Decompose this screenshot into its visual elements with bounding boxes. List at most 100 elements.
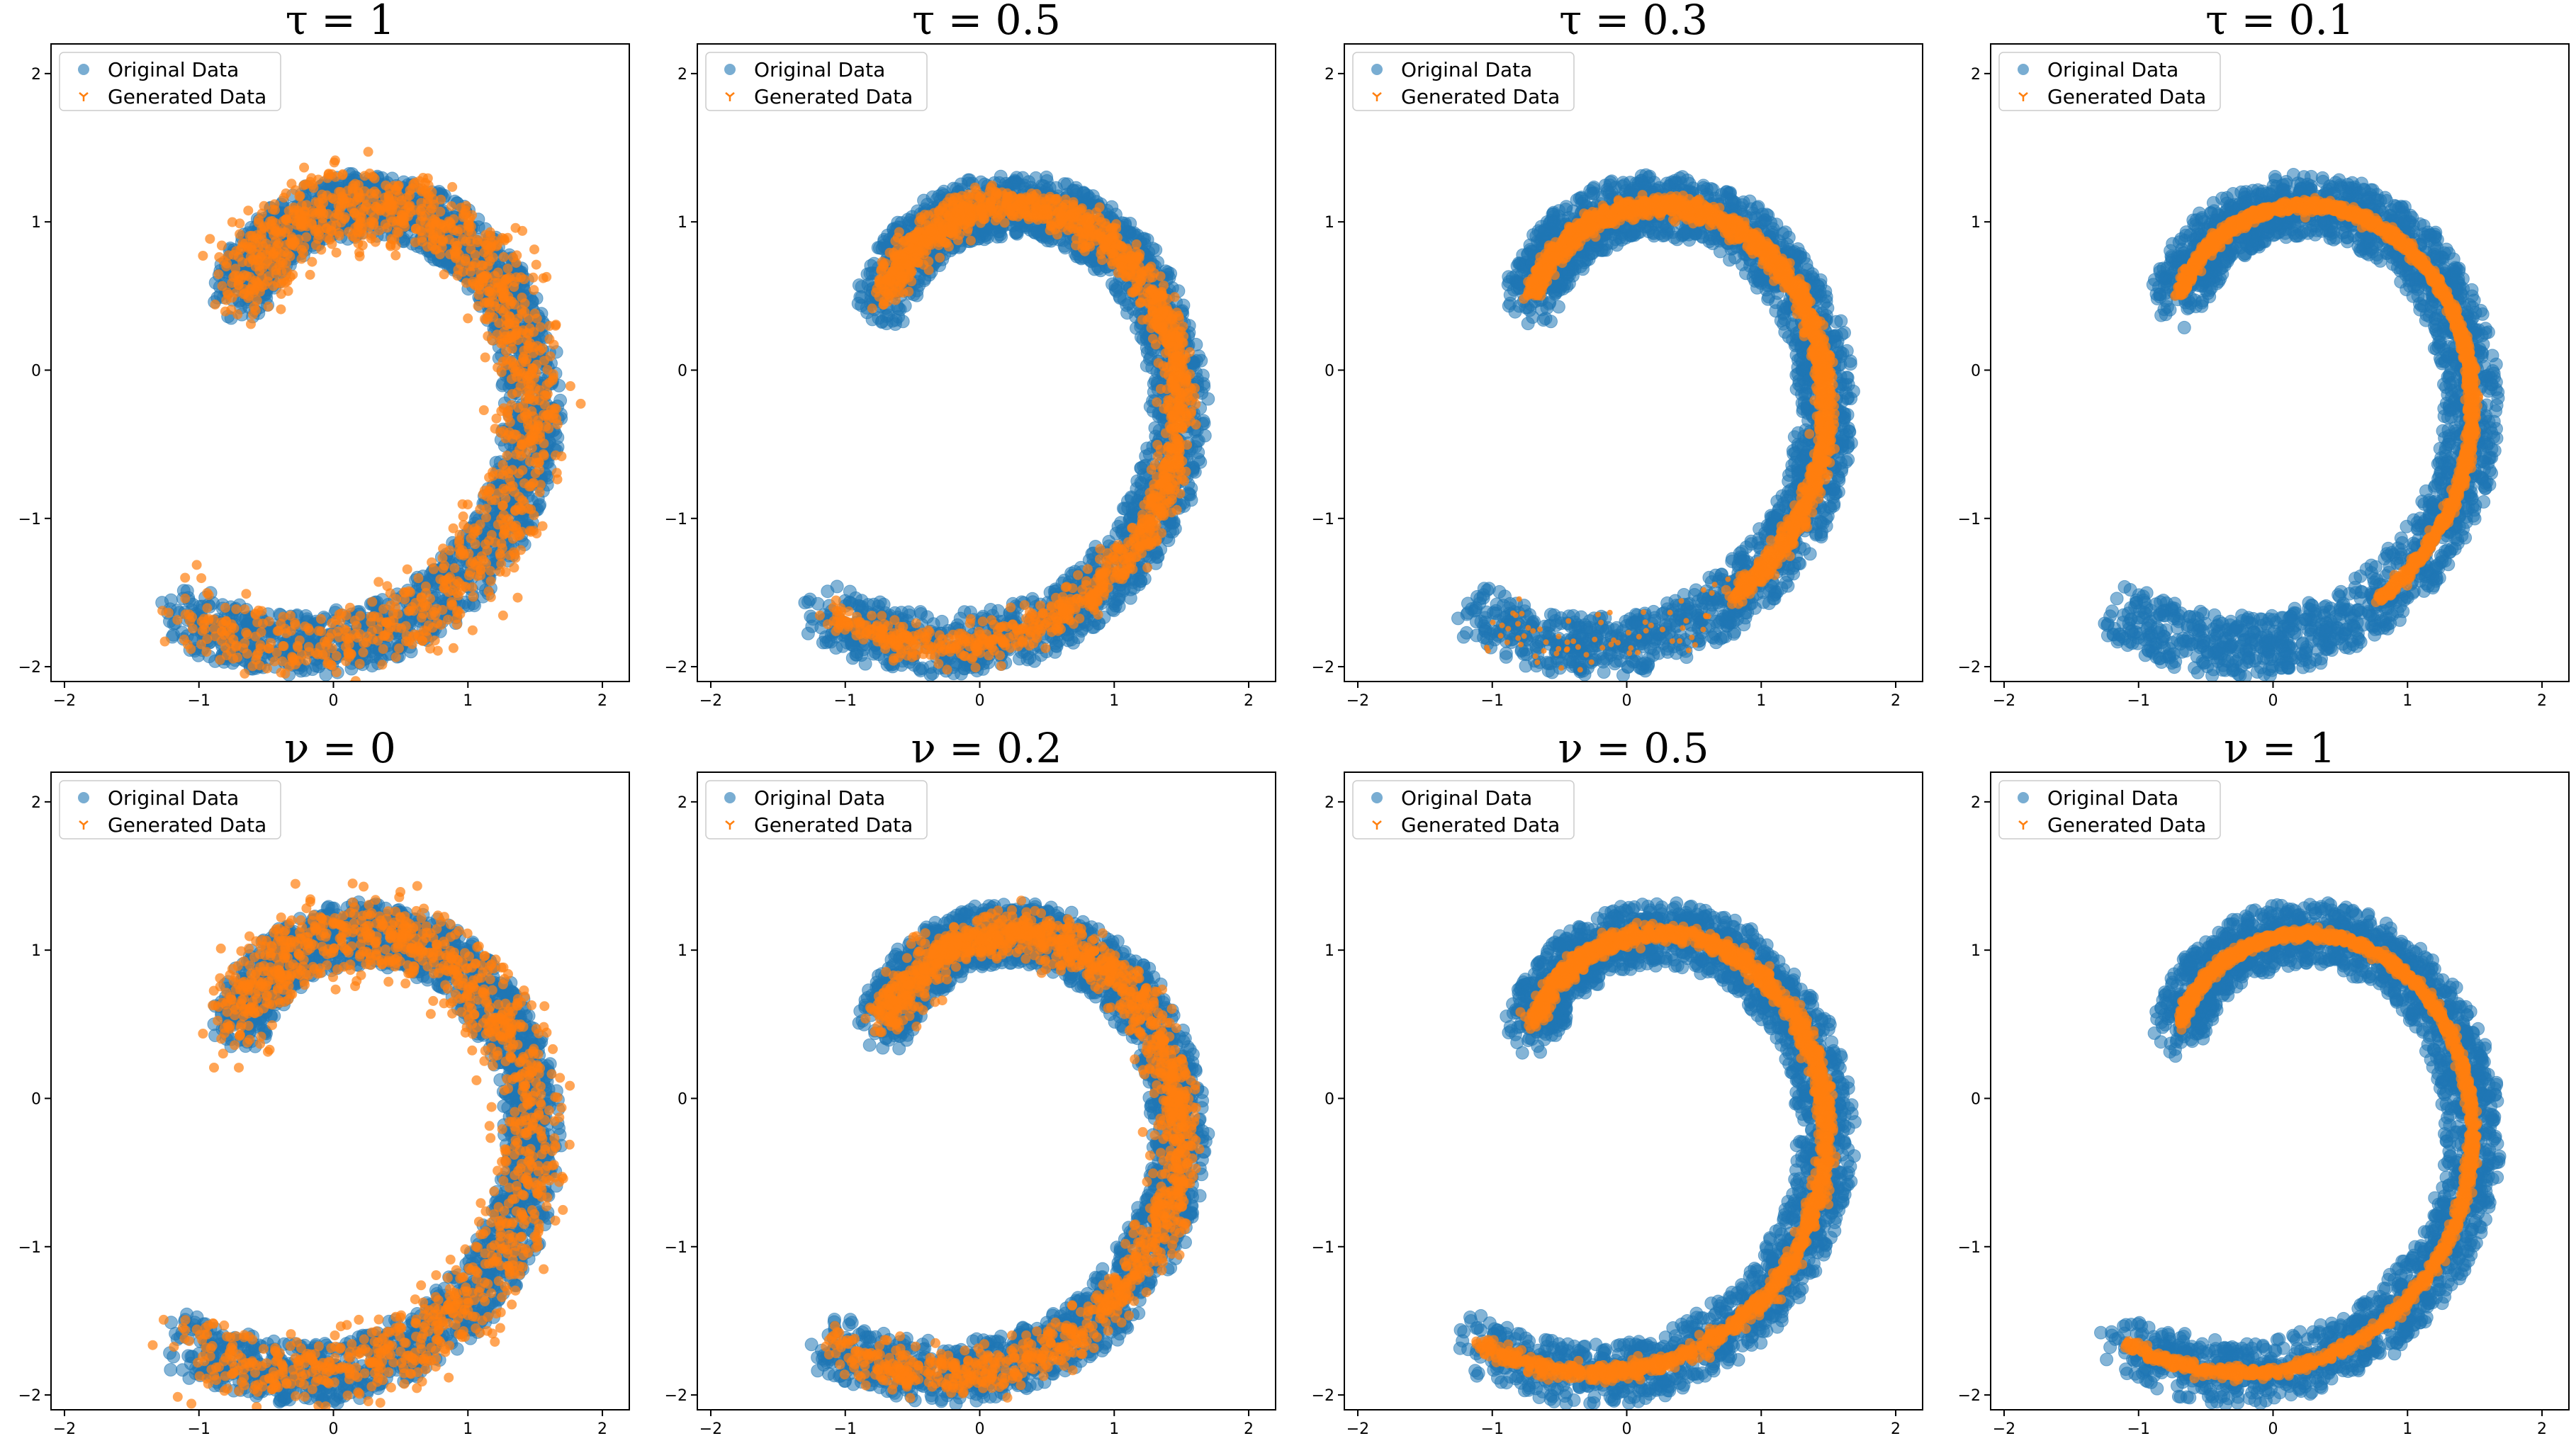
generated-point [449, 562, 460, 573]
generated-point [533, 419, 544, 430]
generated-point [429, 199, 439, 210]
generated-point [448, 643, 459, 653]
generated-point [420, 601, 430, 611]
generated-point [215, 655, 225, 665]
generated-point [535, 480, 546, 490]
generated-point [524, 394, 534, 405]
generated-point [234, 271, 244, 281]
generated-point [446, 201, 456, 211]
generated-point [446, 600, 456, 611]
generated-point [331, 650, 342, 661]
generated-point [511, 520, 522, 531]
generated-point [333, 200, 344, 211]
generated-point [266, 638, 276, 648]
generated-point [500, 493, 511, 504]
generated-point [222, 626, 232, 636]
generated-point [463, 313, 473, 324]
generated-point [227, 217, 237, 227]
generated-point [552, 474, 563, 485]
generated-point [391, 219, 402, 230]
generated-point [537, 521, 548, 531]
generated-point [497, 291, 508, 302]
generated-point [270, 205, 280, 215]
generated-point [331, 615, 342, 626]
generated-point [366, 233, 376, 244]
generated-point [237, 242, 247, 252]
generated-point [475, 273, 485, 284]
legend-marker-original [78, 64, 89, 75]
generated-data-series [157, 147, 586, 682]
generated-point [200, 624, 210, 635]
generated-point [454, 543, 465, 554]
generated-point [235, 218, 245, 229]
generated-point [534, 487, 545, 497]
generated-point [465, 236, 476, 247]
generated-point [201, 647, 212, 657]
generated-point [420, 211, 430, 221]
generated-point [455, 609, 466, 619]
generated-point [422, 173, 433, 183]
generated-point [259, 200, 269, 211]
generated-point [216, 240, 227, 251]
generated-point [250, 631, 261, 642]
generated-point [228, 634, 239, 645]
generated-point [231, 604, 242, 614]
generated-point [515, 504, 526, 514]
generated-point [449, 246, 460, 256]
generated-point [497, 610, 508, 621]
generated-point [378, 631, 388, 641]
generated-point [282, 276, 293, 286]
original-point [496, 376, 510, 390]
generated-point [363, 147, 373, 157]
generated-point [344, 639, 354, 650]
generated-point [522, 335, 532, 346]
generated-point [358, 647, 369, 657]
generated-point [405, 191, 415, 200]
generated-point [448, 225, 459, 235]
generated-point [377, 660, 388, 670]
panel-title: τ = 1 [286, 0, 395, 44]
generated-point [269, 656, 280, 667]
generated-point [505, 482, 516, 492]
generated-point [410, 598, 421, 608]
generated-point [259, 222, 269, 233]
generated-point [210, 631, 220, 642]
generated-point [498, 529, 509, 540]
generated-point [488, 467, 498, 477]
generated-point [516, 439, 527, 450]
generated-point [400, 587, 410, 598]
generated-point [405, 200, 415, 211]
generated-point [534, 457, 544, 468]
generated-point [421, 626, 432, 637]
generated-point [255, 251, 266, 262]
generated-point [465, 261, 476, 271]
generated-point [482, 314, 493, 324]
y-tick-label: 1 [31, 214, 41, 232]
generated-point [544, 321, 555, 331]
generated-point [388, 615, 399, 626]
generated-point [541, 380, 552, 390]
generated-point [353, 220, 364, 231]
generated-point [241, 589, 252, 599]
original-point [852, 278, 866, 292]
generated-point [496, 538, 507, 549]
y-tick-label: −1 [18, 511, 41, 528]
generated-point [290, 618, 300, 628]
generated-point [304, 626, 315, 636]
generated-point [246, 284, 257, 295]
generated-point [277, 656, 288, 667]
generated-point [254, 215, 264, 225]
generated-point [491, 413, 502, 424]
generated-point [330, 155, 340, 166]
generated-point [296, 244, 307, 255]
generated-point [432, 645, 443, 656]
x-tick-label: 2 [597, 692, 607, 710]
generated-point [475, 504, 485, 514]
generated-point [334, 186, 344, 197]
generated-point [410, 237, 420, 248]
generated-point [431, 219, 441, 230]
generated-point [323, 169, 334, 180]
generated-point [417, 612, 427, 623]
generated-point [378, 644, 388, 655]
